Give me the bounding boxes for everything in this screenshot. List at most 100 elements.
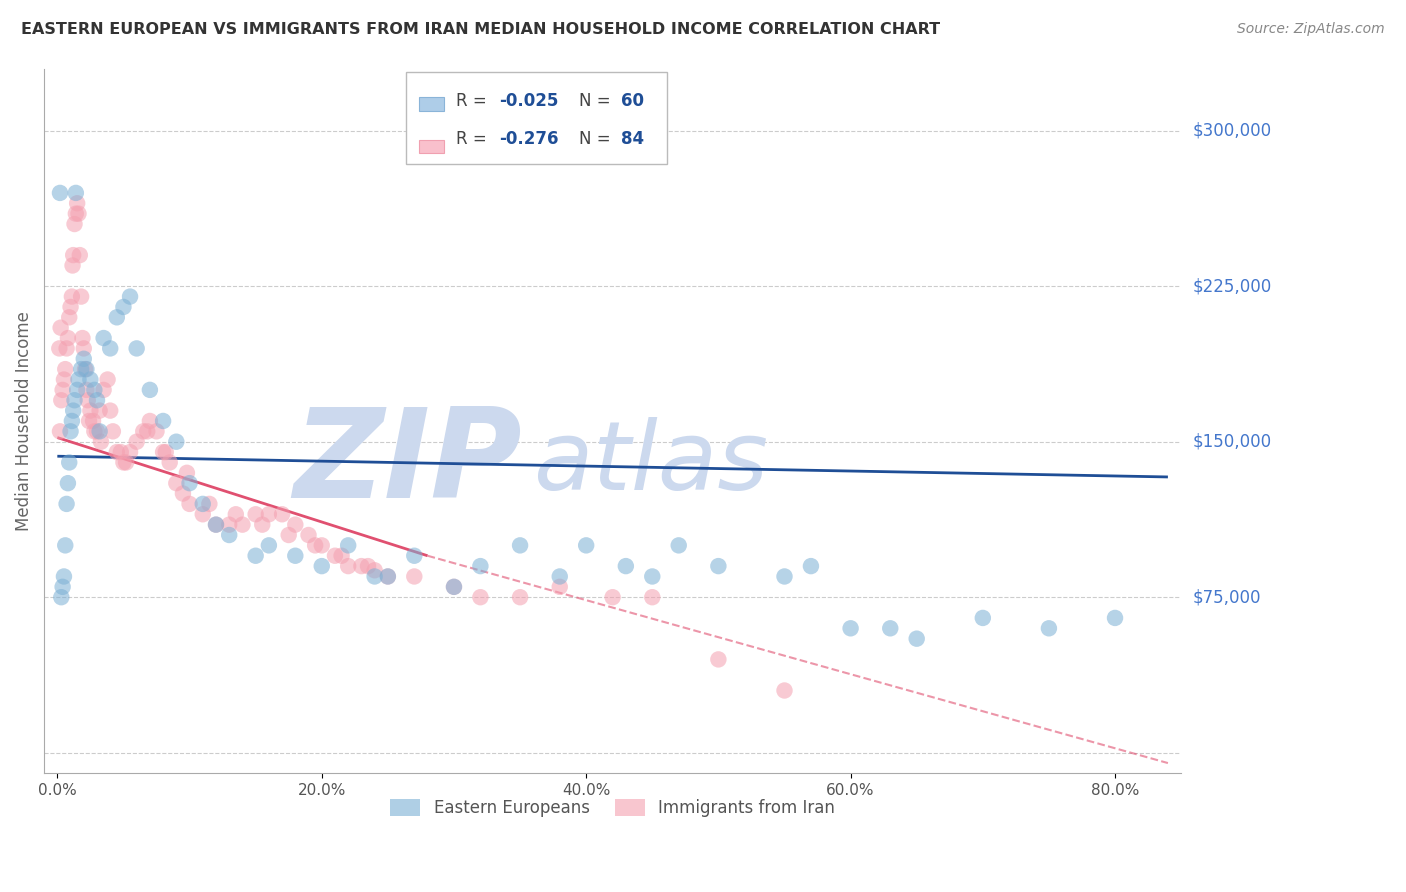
- Point: [905, 632, 928, 646]
- Point: [118, 445, 141, 459]
- Point: [112, 300, 135, 314]
- Text: ZIP: ZIP: [292, 403, 522, 524]
- Point: [75, 383, 97, 397]
- Point: [641, 591, 664, 605]
- Point: [49, 320, 72, 334]
- Text: 84: 84: [620, 130, 644, 148]
- Point: [470, 591, 492, 605]
- Text: -0.276: -0.276: [499, 130, 558, 148]
- Point: [205, 517, 228, 532]
- Legend: Eastern Europeans, Immigrants from Iran: Eastern Europeans, Immigrants from Iran: [382, 790, 844, 825]
- Point: [76, 393, 98, 408]
- Point: [52, 580, 75, 594]
- Y-axis label: Median Household Income: Median Household Income: [15, 311, 32, 531]
- Point: [614, 559, 637, 574]
- Point: [86, 393, 108, 408]
- Point: [159, 455, 181, 469]
- Point: [65, 207, 87, 221]
- Point: [773, 683, 796, 698]
- Point: [70, 289, 93, 303]
- FancyBboxPatch shape: [406, 72, 668, 164]
- Point: [225, 508, 247, 522]
- Point: [363, 569, 385, 583]
- Point: [79, 403, 101, 417]
- Point: [839, 621, 862, 635]
- Point: [98, 342, 121, 356]
- Point: [404, 549, 426, 563]
- Point: [404, 569, 426, 583]
- Point: [52, 372, 75, 386]
- Point: [70, 362, 93, 376]
- Point: [641, 569, 664, 583]
- Point: [67, 207, 90, 221]
- Point: [139, 383, 162, 397]
- Point: [73, 351, 96, 366]
- Point: [55, 497, 77, 511]
- Point: [257, 538, 280, 552]
- Point: [105, 310, 128, 325]
- Point: [52, 383, 75, 397]
- Point: [602, 591, 624, 605]
- Point: [63, 217, 86, 231]
- Point: [470, 559, 492, 574]
- Text: Source: ZipAtlas.com: Source: ZipAtlas.com: [1237, 22, 1385, 37]
- Point: [271, 508, 294, 522]
- Point: [59, 425, 82, 439]
- Point: [218, 517, 240, 532]
- Point: [323, 549, 346, 563]
- Point: [443, 580, 465, 594]
- Point: [62, 403, 84, 417]
- Point: [51, 393, 73, 408]
- Point: [707, 559, 730, 574]
- Point: [548, 580, 571, 594]
- Point: [311, 559, 333, 574]
- Text: $75,000: $75,000: [1192, 588, 1261, 607]
- Point: [800, 559, 823, 574]
- Point: [509, 591, 531, 605]
- Point: [60, 414, 83, 428]
- FancyBboxPatch shape: [419, 97, 444, 111]
- Point: [363, 563, 385, 577]
- Point: [337, 538, 360, 552]
- Point: [509, 538, 531, 552]
- Point: [172, 486, 194, 500]
- Point: [101, 425, 124, 439]
- Text: N =: N =: [578, 130, 616, 148]
- Point: [75, 362, 97, 376]
- Point: [115, 455, 138, 469]
- Point: [179, 497, 201, 511]
- Point: [145, 425, 167, 439]
- Point: [311, 538, 333, 552]
- Point: [972, 611, 994, 625]
- Point: [152, 414, 174, 428]
- Point: [62, 259, 84, 273]
- Point: [48, 342, 70, 356]
- Point: [165, 476, 187, 491]
- Text: $150,000: $150,000: [1192, 433, 1271, 450]
- Point: [575, 538, 598, 552]
- Point: [165, 434, 187, 449]
- Point: [152, 445, 174, 459]
- Point: [155, 445, 177, 459]
- Point: [245, 508, 267, 522]
- Point: [136, 425, 159, 439]
- Point: [56, 476, 79, 491]
- Point: [59, 300, 82, 314]
- Point: [198, 497, 221, 511]
- Point: [63, 393, 86, 408]
- Text: R =: R =: [456, 130, 492, 148]
- Point: [330, 549, 353, 563]
- Point: [443, 580, 465, 594]
- Point: [879, 621, 901, 635]
- Point: [93, 383, 115, 397]
- Point: [93, 331, 115, 345]
- Point: [218, 528, 240, 542]
- Point: [89, 403, 111, 417]
- Point: [125, 342, 148, 356]
- Point: [79, 372, 101, 386]
- Point: [112, 455, 135, 469]
- Point: [53, 362, 76, 376]
- Point: [105, 445, 128, 459]
- Point: [58, 310, 80, 325]
- Point: [257, 508, 280, 522]
